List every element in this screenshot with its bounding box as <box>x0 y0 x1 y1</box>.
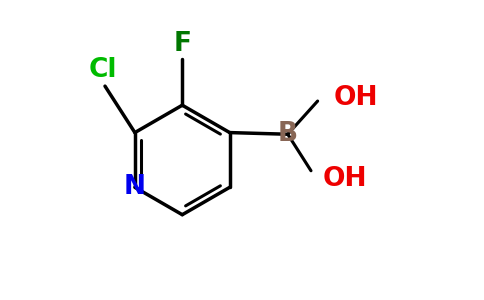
Text: N: N <box>124 174 146 200</box>
Text: OH: OH <box>323 166 367 192</box>
Text: B: B <box>278 121 298 147</box>
Text: Cl: Cl <box>89 57 118 83</box>
Text: OH: OH <box>333 85 378 111</box>
Text: F: F <box>173 31 191 57</box>
